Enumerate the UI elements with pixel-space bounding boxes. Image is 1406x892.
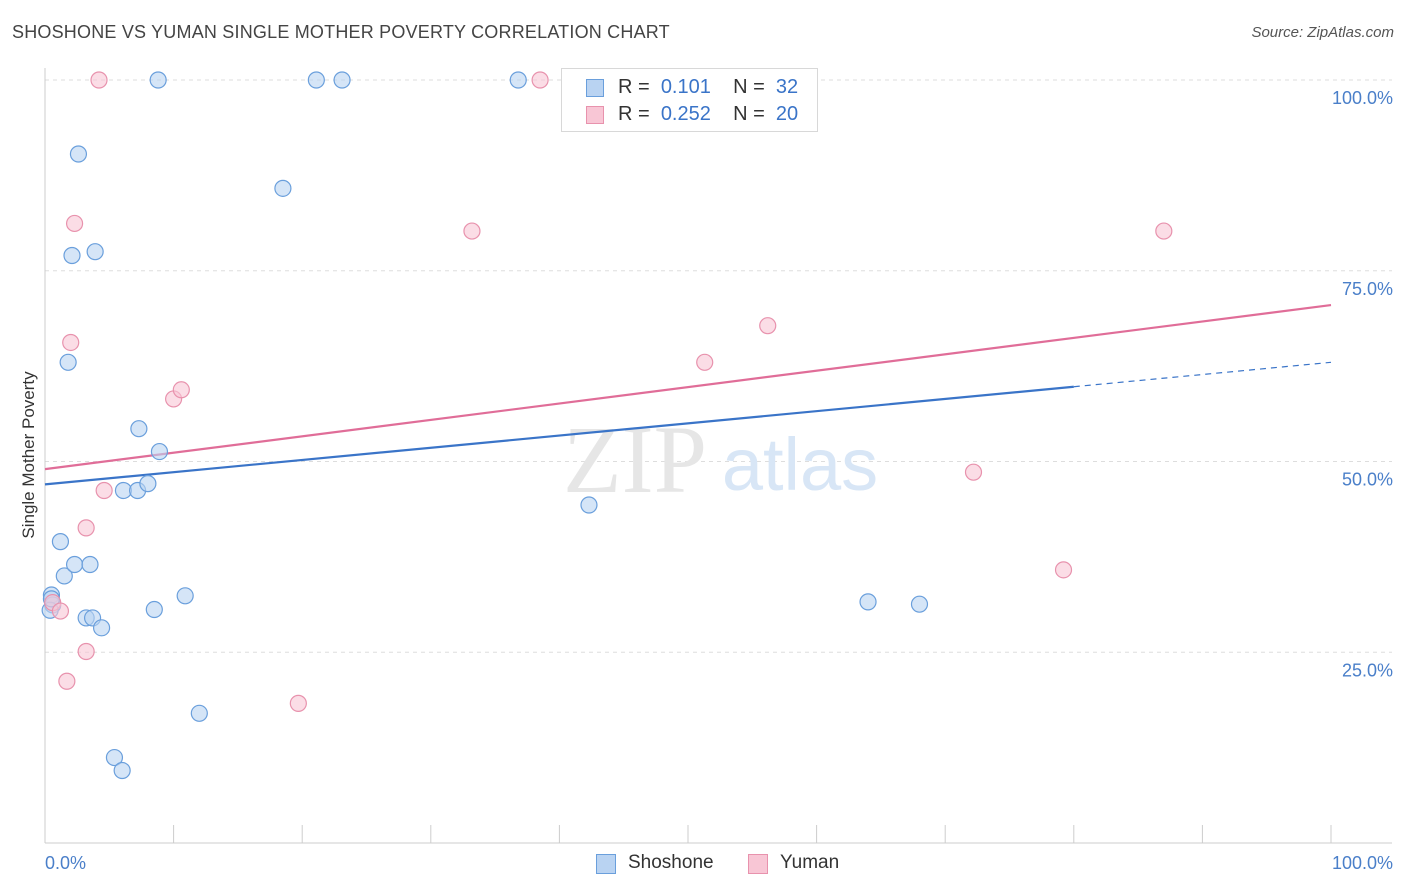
stats-legend: R = 0.101 N = 32 R = 0.252 N = 20: [561, 68, 818, 132]
shoshone-point: [51, 533, 70, 551]
shoshone-point: [130, 420, 148, 438]
source-note: Source: ZipAtlas.com: [1251, 24, 1394, 41]
r-label: R =: [618, 103, 650, 125]
yuman-point: [1054, 561, 1073, 579]
yuman-point: [77, 642, 95, 661]
r-value: 0.101: [660, 76, 711, 98]
watermark-zip: ZIP: [563, 406, 707, 513]
shoshone-point: [92, 619, 111, 637]
shoshone-point: [81, 555, 99, 574]
yuman-point: [289, 694, 307, 712]
r-value: 0.252: [660, 103, 711, 125]
shoshone-point: [149, 71, 167, 89]
shoshone-point: [63, 246, 81, 265]
yuman-point: [759, 317, 777, 335]
shoshone-point: [910, 595, 929, 613]
shoshone-point: [86, 243, 104, 261]
r-label: R =: [618, 76, 650, 98]
shoshone-point: [190, 704, 208, 722]
shoshone-point: [333, 71, 351, 89]
shoshone-point: [55, 567, 73, 585]
axes: [44, 68, 1392, 844]
shoshone-point: [65, 555, 84, 574]
y-tick-label: 100.0%: [1332, 88, 1393, 108]
shoshone-point: [150, 442, 169, 461]
yuman-point: [65, 214, 84, 233]
n-label: N =: [733, 103, 765, 125]
legend-label-shoshone: Shoshone: [628, 852, 714, 873]
y-tick-label: 50.0%: [1342, 470, 1393, 490]
shoshone-point: [307, 71, 325, 89]
n-label: N =: [733, 76, 765, 98]
yuman-point: [964, 463, 983, 481]
chart-title: SHOSHONE VS YUMAN SINGLE MOTHER POVERTY …: [12, 22, 670, 42]
shoshone-point: [105, 748, 124, 767]
series-legend: Shoshone Yuman: [0, 852, 1406, 876]
shoshone-point: [509, 71, 527, 89]
y-tick-label: 75.0%: [1342, 279, 1393, 299]
shoshone-point: [59, 353, 77, 371]
yuman-trend-line: [44, 303, 1332, 471]
shoshone-legend-swatch: [596, 854, 616, 874]
yuman-point: [58, 672, 76, 690]
shoshone-point: [859, 593, 877, 611]
yuman-point: [95, 481, 113, 500]
yuman-point: [696, 353, 714, 371]
tick-labels: 25.0% 50.0% 75.0% 100.0% 0.0% 100.0%: [45, 88, 1393, 873]
yuman-legend-swatch: [748, 854, 768, 874]
n-value: 20: [775, 103, 799, 125]
trend-lines: [44, 303, 1332, 486]
shoshone-swatch: [586, 79, 604, 97]
data-points: [41, 71, 1173, 780]
x-tick-label: 0.0%: [45, 853, 86, 873]
legend-label-yuman: Yuman: [780, 852, 840, 873]
yuman-point: [90, 71, 108, 89]
watermark: ZIP atlas: [563, 406, 878, 513]
y-tick-label: 25.0%: [1342, 660, 1393, 680]
n-value: 32: [775, 76, 799, 98]
yuman-point: [51, 602, 70, 620]
shoshone-point: [69, 145, 88, 163]
yuman-point: [172, 381, 190, 399]
yuman-point: [531, 71, 549, 89]
x-tick-label: 100.0%: [1332, 853, 1393, 873]
shoshone-point: [113, 761, 131, 780]
shoshone-point: [580, 496, 598, 514]
watermark-atlas: atlas: [722, 423, 878, 506]
yuman-point: [77, 519, 95, 537]
yuman-point: [62, 333, 80, 352]
shoshone-point: [176, 587, 194, 605]
y-axis-label: Single Mother Poverty: [19, 371, 38, 539]
shoshone-trend-extension: [1073, 361, 1332, 388]
yuman-point: [463, 222, 481, 240]
shoshone-trend-line: [44, 385, 1074, 486]
shoshone-point: [145, 600, 163, 619]
shoshone-point: [139, 475, 157, 493]
yuman-point: [1155, 222, 1173, 240]
grid-lines: [45, 79, 1392, 653]
shoshone-point: [274, 179, 292, 197]
yuman-swatch: [586, 106, 604, 124]
